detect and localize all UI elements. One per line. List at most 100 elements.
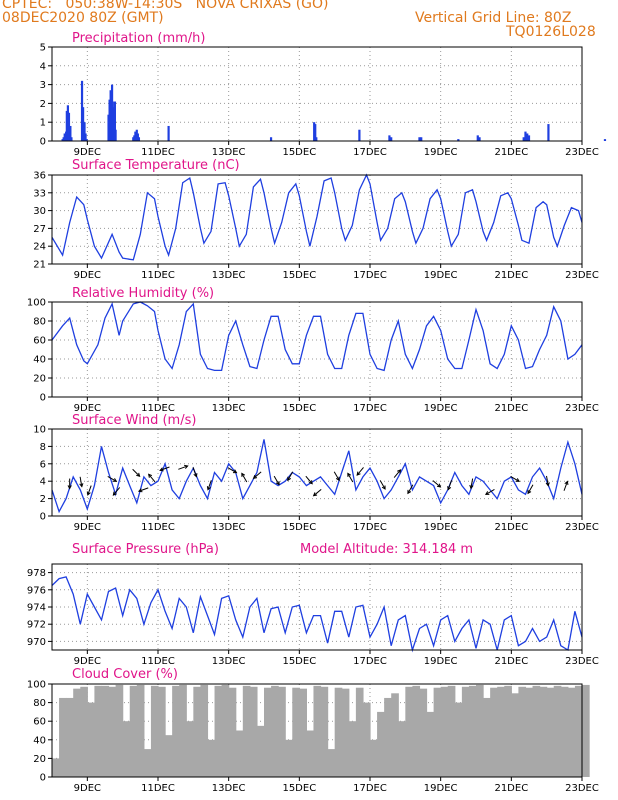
- cloud-bar: [412, 685, 421, 777]
- cloud-bar: [108, 686, 117, 777]
- cloud-bar: [405, 686, 413, 777]
- series-line: [51, 576, 583, 653]
- y-tick-label: 6: [40, 459, 46, 470]
- x-tick-label: 17DEC: [353, 656, 387, 667]
- wind-arrow-head: [241, 472, 246, 477]
- cloud-bar: [497, 686, 505, 777]
- wind-arrow-head: [469, 484, 474, 490]
- cloud-bar: [348, 721, 357, 777]
- precip-bar: [81, 107, 85, 141]
- precip-bar: [603, 139, 607, 141]
- cloud-bar: [546, 687, 555, 777]
- x-tick-label: 23DEC: [565, 147, 599, 158]
- wind-arrow-head: [184, 464, 189, 469]
- y-tick-label: 80: [33, 698, 46, 709]
- wind-arrow-head: [356, 471, 361, 476]
- x-tick-label: 9DEC: [74, 783, 101, 794]
- x-tick-label: 13DEC: [212, 147, 246, 158]
- cloud-bar: [264, 687, 272, 777]
- panel-title: Surface Pressure (hPa): [72, 542, 219, 557]
- cloud-bar: [362, 702, 371, 777]
- y-tick-label: 40: [33, 735, 46, 746]
- wind-arrow: [87, 485, 92, 496]
- wind-arrow-head: [136, 472, 141, 477]
- y-tick-label: 30: [33, 206, 46, 217]
- cloud-bar: [129, 685, 138, 777]
- y-tick-label: 60: [33, 717, 46, 728]
- cloud-bar: [582, 684, 590, 777]
- wind-arrow-head: [381, 485, 386, 490]
- cloud-bar: [539, 686, 548, 777]
- wind-arrow-head: [347, 472, 352, 477]
- y-tick-label: 2: [40, 494, 46, 505]
- y-tick-label: 0: [40, 773, 46, 784]
- wind-arrow: [112, 487, 121, 496]
- cloud-bar: [440, 686, 449, 777]
- x-tick-label: 21DEC: [494, 147, 528, 158]
- x-tick-label: 23DEC: [565, 783, 599, 794]
- x-tick-label: 21DEC: [494, 783, 528, 794]
- model-altitude: Model Altitude: 314.184 m: [300, 542, 473, 557]
- x-tick-label: 13DEC: [212, 270, 246, 281]
- cloud-bar: [278, 686, 286, 777]
- header-date: 08DEC2020 80Z (GMT): [2, 10, 164, 26]
- wind-arrow: [470, 478, 474, 489]
- panel-title: Surface Wind (m/s): [72, 413, 196, 428]
- precip-bar: [526, 133, 529, 141]
- cloud-bar: [355, 687, 364, 777]
- x-tick-label: 17DEC: [353, 270, 387, 281]
- precip-bar: [524, 131, 527, 141]
- wind-arrow: [241, 473, 248, 483]
- y-tick-label: 40: [33, 355, 46, 366]
- cloud-bar: [468, 685, 477, 777]
- cloud-bar: [292, 687, 300, 777]
- wind-arrow: [227, 467, 237, 474]
- wind-arrow: [546, 475, 549, 486]
- cloud-bar: [101, 685, 110, 777]
- cloud-bar: [271, 685, 279, 777]
- y-tick-label: 0: [40, 512, 46, 523]
- y-tick-label: 24: [33, 242, 46, 253]
- cloud-bar: [525, 687, 534, 777]
- wind-arrow-head: [67, 485, 72, 490]
- wind-arrow: [393, 469, 401, 478]
- wind-arrow: [273, 475, 280, 485]
- precip-bar: [69, 125, 72, 141]
- wind-arrow: [305, 475, 313, 485]
- wind-arrow-head: [397, 469, 402, 474]
- precip-bar: [390, 137, 393, 141]
- wind-arrow-head: [252, 474, 258, 479]
- cloud-bar: [66, 697, 74, 777]
- x-tick-label: 19DEC: [424, 522, 458, 533]
- cloud-bar: [94, 685, 103, 777]
- cloud-bar: [52, 758, 60, 777]
- y-tick-label: 5: [40, 43, 46, 54]
- panel-title: Precipitation (mm/h): [72, 31, 205, 46]
- panel-title: Cloud Cover (%): [72, 667, 178, 682]
- wind-arrow-head: [564, 480, 569, 485]
- x-tick-label: 17DEC: [353, 147, 387, 158]
- cloud-bar: [179, 684, 187, 777]
- precip-bar: [85, 139, 88, 141]
- wind-arrow-head: [232, 469, 238, 474]
- wind-arrow-head: [112, 491, 117, 496]
- y-tick-label: 20: [33, 374, 46, 385]
- cloud-bar: [327, 749, 336, 777]
- x-tick-label: 11DEC: [141, 783, 175, 794]
- wind-arrow: [432, 480, 441, 488]
- y-tick-label: 80: [33, 317, 46, 328]
- cloud-bar: [447, 685, 456, 777]
- cloud-bar: [285, 739, 293, 777]
- cloud-bar: [532, 685, 541, 777]
- x-tick-label: 15DEC: [282, 783, 316, 794]
- precip-bar: [527, 135, 531, 141]
- x-tick-label: 19DEC: [424, 270, 458, 281]
- cloud-bar: [87, 702, 95, 777]
- cloud-bar: [186, 721, 194, 777]
- precip-bar: [83, 122, 86, 141]
- precip-bar: [167, 125, 170, 141]
- y-tick-label: 4: [40, 61, 46, 72]
- cloud-bar: [483, 697, 491, 777]
- header-station: CPTEC: 050:38W-14:30S NOVA CRIXAS (GO): [2, 0, 329, 12]
- cloud-bar: [560, 686, 569, 777]
